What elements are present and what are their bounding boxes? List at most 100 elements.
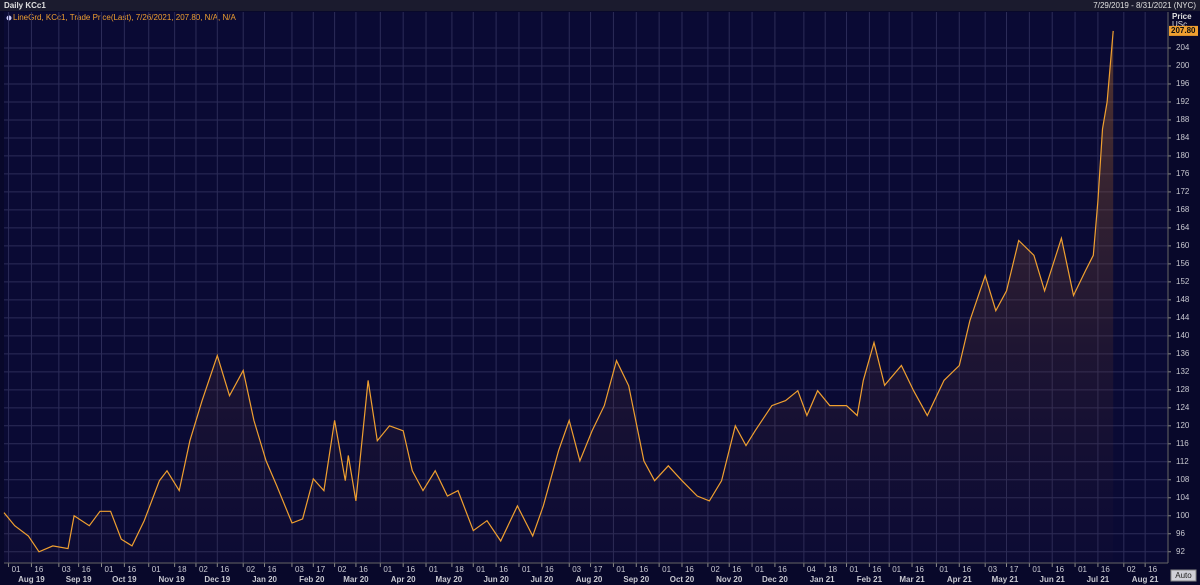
x-month-label: Oct 19 [112,575,137,584]
x-tick-label: 01 [850,565,859,574]
x-tick-label: 03 [62,565,71,574]
x-month-label: Dec 19 [204,575,230,584]
y-tick-label: 156 [1176,259,1190,268]
x-month-label: May 21 [992,575,1019,584]
x-tick-label: 01 [383,565,392,574]
y-tick-label: 136 [1176,349,1190,358]
y-tick-label: 120 [1176,421,1190,430]
x-tick-label: 16 [1055,565,1064,574]
x-tick-label: 02 [1127,565,1136,574]
x-month-label: Nov 20 [716,575,743,584]
x-tick-label: 16 [359,565,368,574]
y-tick-label: 116 [1176,439,1189,448]
x-tick-label: 16 [268,565,277,574]
x-tick-label: 01 [105,565,114,574]
auto-button[interactable] [1170,569,1197,582]
x-tick-label: 16 [406,565,415,574]
x-month-label: Sep 20 [623,575,649,584]
x-tick-label: 17 [594,565,603,574]
x-month-label: Jul 20 [530,575,553,584]
x-tick-label: 02 [711,565,720,574]
x-tick-label: 16 [220,565,229,574]
y-tick-label: 168 [1176,205,1190,214]
x-tick-label: 01 [476,565,485,574]
x-tick-label: 01 [1078,565,1087,574]
y-axis-title: Price [1172,12,1192,21]
chart-title: Daily KCc1 [4,1,46,10]
area-fill [4,30,1114,563]
x-tick-label: 18 [828,565,837,574]
auto-button-label[interactable]: Auto [1175,571,1192,580]
date-range: 7/29/2019 - 8/31/2021 (NYC) [1093,1,1196,10]
y-tick-label: 160 [1176,241,1190,250]
x-month-label: Feb 21 [857,575,883,584]
x-month-label: Sep 19 [66,575,92,584]
y-tick-label: 92 [1176,547,1185,556]
x-month-label: Oct 20 [670,575,695,584]
x-month-label: Jul 21 [1087,575,1110,584]
y-tick-label: 164 [1176,223,1190,232]
x-tick-label: 01 [12,565,21,574]
y-tick-label: 192 [1176,97,1190,106]
x-tick-label: 01 [522,565,531,574]
y-tick-label: 176 [1176,169,1190,178]
y-tick-label: 124 [1176,403,1190,412]
x-tick-label: 01 [892,565,901,574]
x-tick-label: 16 [732,565,741,574]
x-month-label: Jan 20 [252,575,277,584]
x-tick-label: 16 [1148,565,1157,574]
x-tick-label: 16 [1101,565,1110,574]
x-month-label: Jun 20 [483,575,509,584]
x-tick-label: 17 [1010,565,1019,574]
y-tick-label: 152 [1176,277,1190,286]
x-tick-label: 03 [988,565,997,574]
x-tick-label: 18 [455,565,464,574]
x-month-label: Jan 21 [810,575,835,584]
x-tick-label: 03 [295,565,304,574]
x-tick-label: 01 [755,565,764,574]
y-tick-label: 200 [1176,61,1190,70]
x-month-label: Dec 20 [762,575,788,584]
plot: 92 96 100 104 108 112 116 120 124 128 132 136 140 144… [3,12,1198,584]
last-value-label: 207.80 [1171,26,1196,35]
x-tick-label: 16 [499,565,508,574]
y-tick-label: 100 [1176,511,1190,520]
x-month-label: Mar 20 [343,575,369,584]
x-month-label: Aug 20 [576,575,603,584]
x-tick-label: 02 [246,565,255,574]
y-tick-label: 140 [1176,331,1190,340]
x-tick-label: 01 [429,565,438,574]
x-tick-label: 01 [616,565,625,574]
x-tick-label: 16 [127,565,136,574]
x-tick-label: 01 [1032,565,1041,574]
y-tick-label: 112 [1176,457,1189,466]
y-tick-label: 96 [1176,529,1185,538]
last-value-box [1169,25,1198,36]
x-tick-label: 01 [152,565,161,574]
x-month-label: Aug 19 [18,575,45,584]
x-tick-label: 16 [82,565,91,574]
x-tick-label: 02 [199,565,208,574]
x-tick-label: 17 [316,565,325,574]
y-tick-label: 148 [1176,295,1190,304]
y-tick-label: 108 [1176,475,1190,484]
title-bar [0,0,1200,11]
y-tick-label: 180 [1176,151,1190,160]
y-tick-label: 196 [1176,79,1190,88]
x-tick-label: 16 [34,565,43,574]
y-axis-unit: USc [1172,20,1187,29]
x-month-label: Feb 20 [299,575,325,584]
x-month-label: Jun 21 [1040,575,1066,584]
x-month-label: May 20 [436,575,463,584]
x-tick-label: 01 [939,565,948,574]
x-tick-label: 18 [178,565,187,574]
y-tick-label: 204 [1176,43,1190,52]
y-tick-label: 144 [1176,313,1190,322]
x-tick-label: 03 [572,565,581,574]
x-tick-label: 02 [338,565,347,574]
x-tick-label: 16 [639,565,648,574]
x-month-label: Apr 20 [391,575,416,584]
y-tick-label: 128 [1176,385,1190,394]
x-tick-label: 16 [545,565,554,574]
x-month-label: Apr 21 [947,575,972,584]
